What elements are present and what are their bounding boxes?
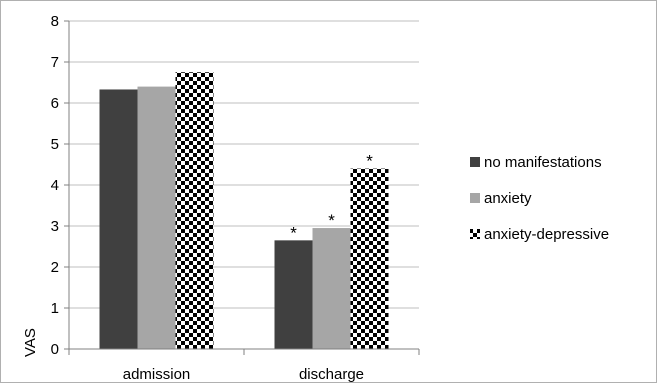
y-tick-label: 5 [51, 136, 59, 153]
bar-no-manifestations-discharge [274, 240, 313, 349]
y-tick-label: 3 [51, 218, 59, 235]
significance-marker: * [366, 152, 373, 171]
significance-marker: * [328, 211, 335, 230]
bar-anxiety-depressive-discharge [350, 168, 389, 349]
bar-no-manifestations-admission [99, 89, 138, 349]
bars [99, 72, 389, 349]
y-tick-label: 2 [51, 259, 59, 276]
significance-marker: * [290, 223, 297, 242]
y-tick-label: 4 [51, 177, 59, 194]
bar-anxiety-depressive-admission [175, 72, 214, 349]
legend: no manifestations anxiety anxiety-depressi… [470, 154, 609, 243]
y-tick-label: 1 [51, 300, 59, 317]
y-tick-label: 8 [51, 13, 59, 30]
y-axis-title: VAS [22, 328, 39, 357]
legend-swatch-anxiety-depressive [470, 229, 480, 239]
axes [64, 20, 420, 355]
labels: 0 1 2 3 4 5 6 7 8 admission * * * discharge VAS [22, 13, 373, 383]
y-tick-label: 0 [51, 341, 59, 358]
y-tick-label: 7 [51, 54, 59, 71]
legend-swatch-no-manifestations [470, 157, 480, 167]
bar-anxiety-discharge [312, 228, 351, 349]
x-category-label: admission [123, 366, 191, 383]
legend-label: no manifestations [484, 154, 602, 171]
bar-anxiety-admission [137, 86, 176, 349]
x-category-label: discharge [299, 366, 364, 383]
legend-swatch-anxiety [470, 193, 480, 203]
legend-label: anxiety-depressive [484, 226, 609, 243]
legend-label: anxiety [484, 190, 532, 207]
y-tick-label: 6 [51, 95, 59, 112]
